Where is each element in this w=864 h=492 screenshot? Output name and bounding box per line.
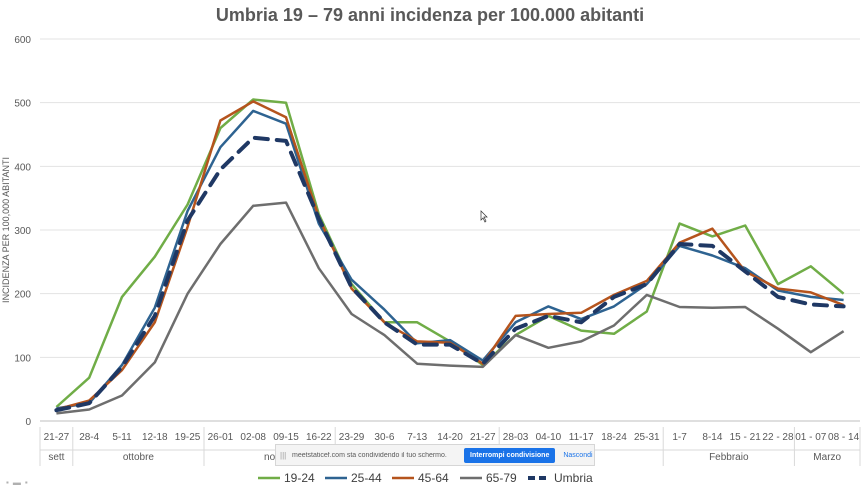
x-axis-categories: 21-27 28-4 5-11 12-18 19-25 26-01 02-08 09-15 16…: [40, 432, 860, 451]
x-tick-label: 1-7: [672, 432, 687, 443]
series-lines: [54, 98, 846, 415]
x-tick-label: 09-15: [273, 432, 299, 443]
x-tick-label: 08 - 14: [828, 432, 860, 443]
legend-label: 65-79: [486, 471, 517, 485]
series-line-25-44: [56, 109, 844, 410]
hide-button[interactable]: Nascondi: [563, 451, 593, 459]
stop-sharing-button[interactable]: Interrompi condivisione: [464, 447, 556, 463]
x-tick-label: 26-01: [208, 432, 234, 443]
x-tick-label: 02-08: [240, 432, 266, 443]
x-tick-label: 04-10: [536, 432, 562, 443]
y-tick-label: 500: [14, 99, 31, 110]
x-tick-label: 01 - 07: [795, 432, 827, 443]
x-tick-label: 12-18: [142, 432, 168, 443]
y-tick-label: 100: [14, 353, 31, 364]
y-tick-label: 200: [14, 290, 31, 301]
x-tick-label: 30-6: [374, 432, 394, 443]
x-tick-label: 11-17: [569, 432, 594, 443]
y-tick-label: 400: [14, 162, 31, 173]
y-axis-label: INCIDENZA PER 100,000 ABITANTI: [1, 157, 11, 303]
y-tick-label: 0: [25, 417, 31, 428]
y-tick-label: 300: [14, 226, 31, 237]
legend-label: 45-64: [418, 471, 449, 485]
drag-handle-icon[interactable]: |||: [280, 450, 287, 460]
mouse-cursor-icon: [480, 210, 488, 223]
x-tick-label: 19-25: [175, 432, 201, 443]
chart-title: Umbria 19 – 79 anni incidenza per 100.00…: [216, 5, 644, 25]
share-message: meetstaticef.com sta condividendo il tuo…: [292, 451, 447, 459]
legend-label: 19-24: [284, 471, 315, 485]
legend-label: 25-44: [351, 471, 382, 485]
month-label: no: [264, 452, 276, 463]
x-axis-months: settottobrenoaioFebbraioMarzo: [39, 427, 861, 466]
x-tick-label: 23-29: [339, 432, 365, 443]
x-tick-label: 21-27: [470, 432, 496, 443]
x-tick-label: 25-31: [634, 432, 660, 443]
x-tick-label: 8-14: [702, 432, 722, 443]
month-label: Marzo: [813, 452, 841, 463]
x-tick-label: 18-24: [601, 432, 627, 443]
series-line-umbria: [54, 135, 846, 413]
month-label: Febbraio: [709, 452, 749, 463]
x-tick-label: 14-20: [437, 432, 463, 443]
legend-label: Umbria: [554, 471, 593, 485]
x-tick-label: 5-11: [112, 432, 132, 443]
legend: 19-24 25-44 45-64 65-79 Umbria: [258, 471, 593, 485]
month-label: ottobre: [123, 452, 155, 463]
y-axis-ticks: 0 100 200 300 400 500 600: [14, 35, 31, 428]
series-line-65-79: [56, 201, 845, 415]
x-tick-label: 15 - 21: [730, 432, 762, 443]
x-tick-label: 28-03: [503, 432, 529, 443]
gridlines: [40, 38, 860, 422]
x-tick-label: 16-22: [306, 432, 332, 443]
x-tick-label: 22 - 28: [762, 432, 794, 443]
x-tick-label: 28-4: [79, 432, 99, 443]
x-tick-label: 21-27: [44, 432, 70, 443]
screen-share-bar: ||| meetstaticef.com sta condividendo il…: [275, 444, 595, 466]
month-label: sett: [48, 452, 64, 463]
taskbar-icons: ▪▬▪: [6, 478, 32, 487]
x-tick-label: 7-13: [407, 432, 427, 443]
y-tick-label: 600: [14, 35, 31, 46]
